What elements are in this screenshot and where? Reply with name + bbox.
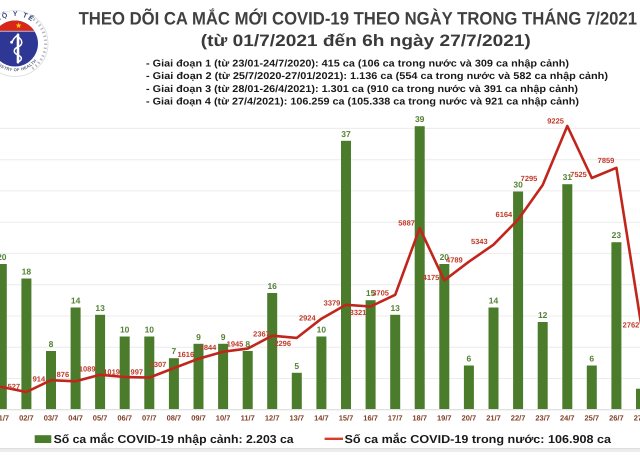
svg-text:1307: 1307 — [150, 360, 167, 369]
svg-text:1019: 1019 — [103, 368, 120, 377]
svg-text:01/7: 01/7 — [0, 414, 9, 423]
svg-text:2296: 2296 — [274, 339, 291, 348]
svg-text:2762: 2762 — [623, 321, 640, 330]
svg-text:12/7: 12/7 — [265, 414, 280, 423]
svg-text:10/7: 10/7 — [216, 414, 231, 423]
svg-text:(từ 01/7/2021 đến 6h ngày 27/7: (từ 01/7/2021 đến 6h ngày 27/7/2021) — [201, 32, 531, 50]
svg-text:23: 23 — [612, 230, 622, 240]
svg-text:31: 31 — [563, 172, 573, 182]
svg-text:27/7: 27/7 — [634, 414, 640, 423]
svg-text:26/7: 26/7 — [609, 414, 624, 423]
svg-text:37: 37 — [341, 129, 351, 139]
svg-text:16/7: 16/7 — [363, 414, 378, 423]
svg-text:6: 6 — [589, 354, 594, 364]
svg-text:3379: 3379 — [324, 299, 341, 308]
svg-text:7859: 7859 — [598, 156, 615, 165]
svg-text:876: 876 — [57, 370, 70, 379]
svg-text:03/7: 03/7 — [44, 414, 59, 423]
svg-text:15/7: 15/7 — [339, 414, 354, 423]
svg-text:4789: 4789 — [446, 255, 463, 264]
svg-text:10: 10 — [317, 325, 327, 335]
svg-text:7295: 7295 — [521, 174, 538, 183]
svg-text:20: 20 — [440, 252, 450, 262]
svg-text:5: 5 — [294, 361, 299, 371]
svg-text:12: 12 — [538, 310, 548, 320]
svg-text:23/7: 23/7 — [535, 414, 550, 423]
svg-text:02/7: 02/7 — [19, 414, 34, 423]
svg-text:30: 30 — [513, 180, 523, 190]
svg-text:3321: 3321 — [350, 308, 367, 317]
svg-text:16: 16 — [267, 281, 277, 291]
svg-text:7525: 7525 — [570, 170, 587, 179]
svg-text:6: 6 — [467, 354, 472, 364]
svg-text:7: 7 — [172, 346, 177, 356]
svg-text:9: 9 — [196, 332, 201, 342]
svg-text:14: 14 — [489, 296, 499, 306]
svg-text:1616: 1616 — [177, 350, 194, 359]
svg-text:22/7: 22/7 — [511, 414, 526, 423]
svg-text:5887: 5887 — [398, 219, 415, 228]
svg-text:997: 997 — [131, 368, 144, 377]
svg-text:527: 527 — [8, 382, 21, 391]
svg-text:21/7: 21/7 — [486, 414, 501, 423]
svg-text:17/7: 17/7 — [388, 414, 403, 423]
svg-text:25/7: 25/7 — [584, 414, 599, 423]
svg-text:14/7: 14/7 — [314, 414, 329, 423]
svg-text:Số ca mắc COVID-19 nhập cảnh:: Số ca mắc COVID-19 nhập cảnh: 2.203 ca — [54, 432, 295, 446]
svg-text:10: 10 — [120, 325, 130, 335]
svg-text:08/7: 08/7 — [167, 414, 182, 423]
svg-text:914: 914 — [33, 375, 46, 384]
svg-text:05/7: 05/7 — [93, 414, 108, 423]
svg-text:13: 13 — [95, 303, 105, 313]
svg-text:- Giai đoạn 1 (từ 23/01-24/7/2: - Giai đoạn 1 (từ 23/01-24/7/2020): 415 … — [146, 59, 569, 70]
svg-text:- Giai đoạn 2 (từ 25/7/2020-27: - Giai đoạn 2 (từ 25/7/2020-27/01/2021):… — [146, 71, 608, 82]
svg-text:18/7: 18/7 — [412, 414, 427, 423]
svg-text:9: 9 — [221, 332, 226, 342]
svg-text:THEO DÕI CA MẮC MỚI COVID-19 T: THEO DÕI CA MẮC MỚI COVID-19 THEO NGÀY T… — [79, 8, 637, 29]
svg-text:20: 20 — [0, 252, 7, 262]
svg-text:4175: 4175 — [423, 273, 440, 282]
svg-text:13: 13 — [390, 303, 400, 313]
svg-text:24/7: 24/7 — [560, 414, 575, 423]
svg-text:1089: 1089 — [79, 365, 96, 374]
svg-text:2367: 2367 — [253, 329, 270, 338]
svg-text:8: 8 — [49, 339, 54, 349]
svg-text:06/7: 06/7 — [117, 414, 132, 423]
svg-text:6164: 6164 — [496, 210, 514, 219]
svg-text:5343: 5343 — [471, 237, 488, 246]
svg-text:2924: 2924 — [299, 314, 317, 323]
svg-text:10: 10 — [145, 325, 155, 335]
svg-text:15: 15 — [366, 288, 376, 298]
svg-text:11/7: 11/7 — [241, 414, 255, 423]
svg-text:07/7: 07/7 — [142, 414, 157, 423]
svg-text:18: 18 — [22, 267, 32, 277]
svg-text:- Giai đoạn 4 (từ 27/4/2021):: - Giai đoạn 4 (từ 27/4/2021): 106.259 ca… — [146, 97, 579, 108]
svg-text:13/7: 13/7 — [289, 414, 304, 423]
svg-text:Số ca mắc COVID-19 trong nước:: Số ca mắc COVID-19 trong nước: 106.908 c… — [345, 432, 612, 446]
svg-text:04/7: 04/7 — [68, 414, 83, 423]
svg-text:14: 14 — [71, 296, 81, 306]
svg-text:3705: 3705 — [372, 289, 389, 298]
svg-text:1844: 1844 — [200, 343, 218, 352]
svg-text:39: 39 — [415, 114, 425, 124]
svg-text:- Giai đoạn 3 (từ 28/01-26/4/2: - Giai đoạn 3 (từ 28/01-26/4/2021): 1.30… — [146, 84, 578, 95]
svg-text:9225: 9225 — [547, 116, 564, 125]
svg-text:09/7: 09/7 — [191, 414, 206, 423]
svg-text:20/7: 20/7 — [462, 414, 477, 423]
svg-text:8: 8 — [245, 339, 250, 349]
svg-text:19/7: 19/7 — [437, 414, 452, 423]
svg-text:1945: 1945 — [227, 340, 244, 349]
